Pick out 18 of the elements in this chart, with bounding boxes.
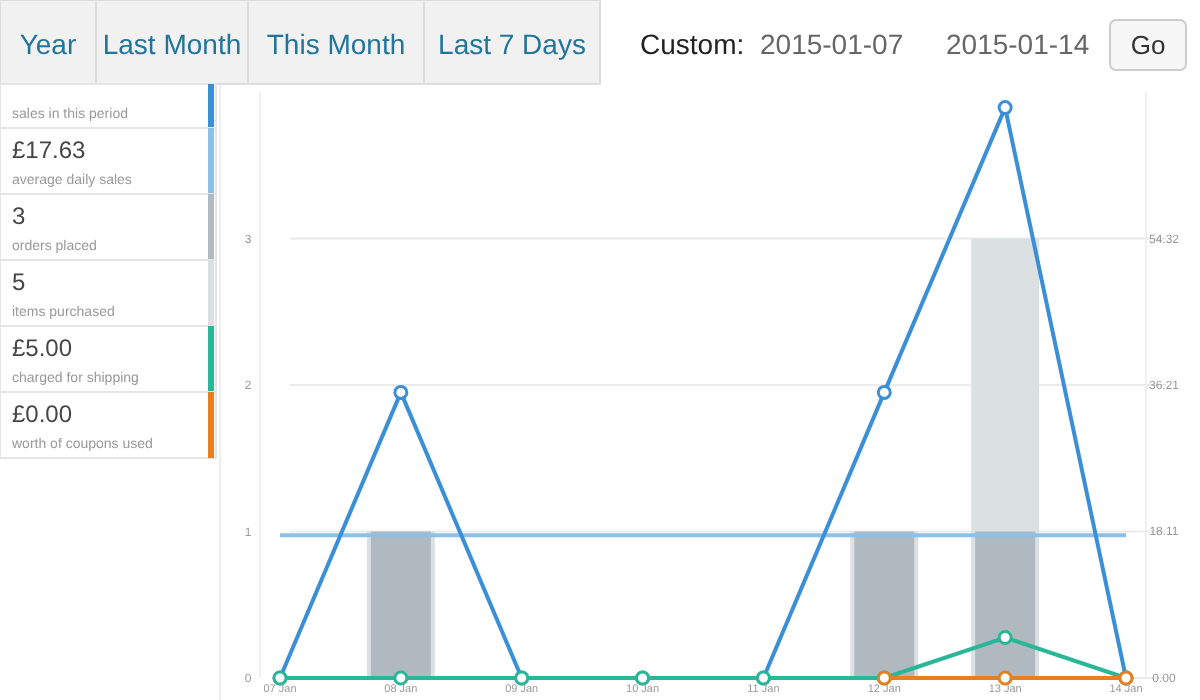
text: 3 — [12, 202, 26, 230]
text: 2015-01-14 — [946, 28, 1090, 60]
go-button: Go — [1109, 19, 1187, 71]
tab-button: Year — [0, 0, 97, 85]
point — [393, 384, 409, 400]
point — [997, 630, 1013, 646]
tab-button: Last 7 Days — [423, 0, 601, 85]
text: 5 — [12, 268, 26, 296]
tab-button: Last Month — [95, 0, 249, 85]
text: 2015-01-07 — [760, 28, 904, 60]
text: Custom: — [640, 28, 745, 60]
point — [876, 384, 892, 400]
tab-button: This Month — [247, 0, 425, 85]
text: £5.00 — [12, 334, 73, 362]
text: £0.00 — [12, 400, 73, 428]
point — [997, 100, 1013, 116]
text: £17.63 — [12, 136, 87, 164]
point — [393, 670, 409, 686]
